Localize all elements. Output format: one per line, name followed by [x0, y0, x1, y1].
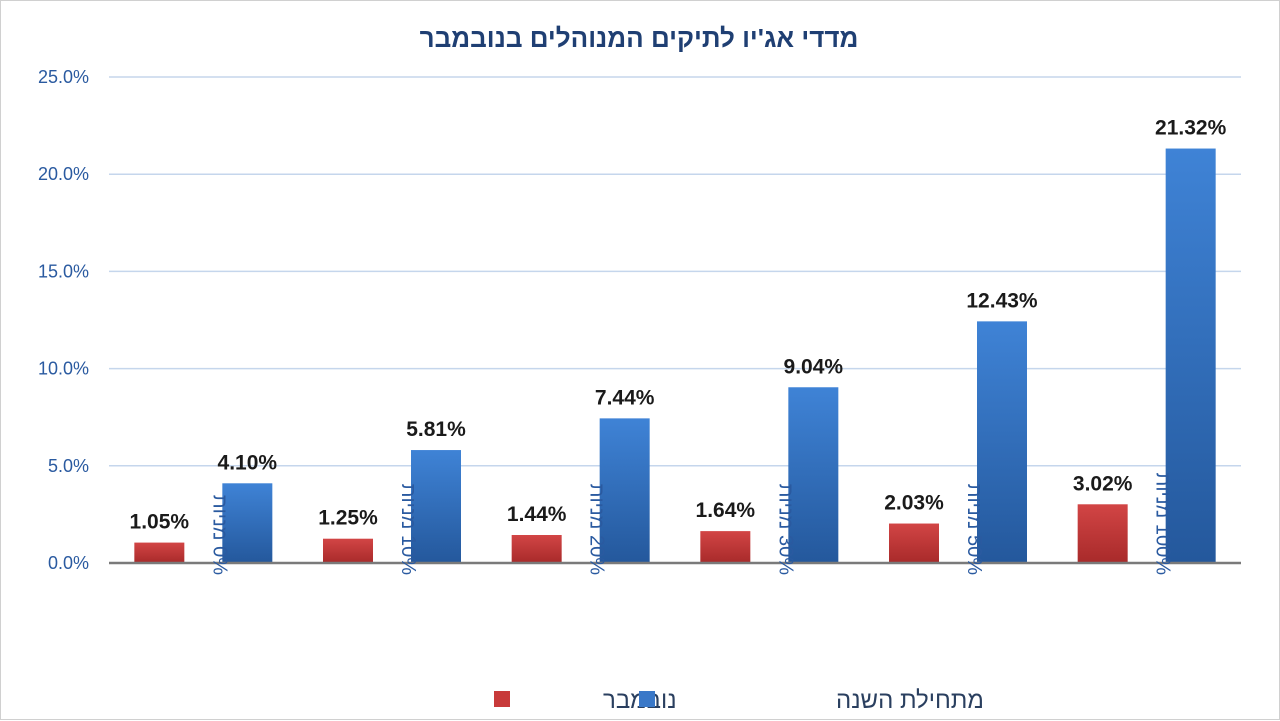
- y-tick-label: 15.0%: [38, 261, 89, 281]
- legend-swatch-november: [494, 691, 510, 707]
- x-tick-label: 0% מניות: [208, 495, 230, 575]
- data-label-november: 2.03%: [884, 492, 944, 515]
- gridlines: [109, 76, 1241, 467]
- data-label-november: 3.02%: [1073, 472, 1133, 495]
- bar-november: [134, 542, 185, 563]
- bar-ytd: [599, 418, 650, 563]
- legend-label-ytd: מתחילת השנה: [836, 687, 984, 714]
- x-tick-label: 100% מניות: [1152, 473, 1174, 576]
- x-axis: 0% מניות 10% מניות 20% מניות 30% מניות 50% מ…: [109, 473, 1241, 576]
- data-label-ytd: 9.04%: [784, 355, 844, 378]
- data-label-ytd: 21.32%: [1155, 117, 1227, 140]
- bar-november: [889, 523, 939, 563]
- data-label-november: 1.25%: [318, 507, 378, 530]
- y-tick-label: 20.0%: [38, 164, 89, 184]
- data-label-november: 1.44%: [507, 503, 567, 526]
- x-tick-label: 10% מניות: [397, 484, 419, 576]
- y-tick-label: 5.0%: [48, 456, 89, 476]
- chart-title: מדדי אג'יו לתיקים המנוהלים בנובמבר: [420, 23, 859, 53]
- bar-november: [511, 535, 562, 563]
- legend-swatch-ytd: [639, 691, 655, 707]
- bar-november: [1077, 504, 1128, 563]
- bar-ytd: [977, 321, 1027, 563]
- data-label-ytd: 12.43%: [966, 289, 1038, 312]
- x-tick-label: 50% מניות: [963, 484, 985, 576]
- x-tick-label: 20% מניות: [586, 484, 608, 576]
- y-axis: 0.0% 5.0% 10.0% 15.0% 20.0% 25.0%: [38, 67, 89, 573]
- bar-ytd: [411, 450, 461, 563]
- bar-ytd: [1165, 148, 1216, 564]
- bars: 1.05% 4.10% 1.25% 5.81% 1.44% 7.44% 1.64% 9.04%…: [130, 117, 1227, 564]
- y-tick-label: 10.0%: [38, 359, 89, 379]
- data-label-november: 1.64%: [696, 499, 756, 522]
- y-tick-label: 0.0%: [48, 553, 89, 573]
- data-label-ytd: 7.44%: [595, 386, 655, 409]
- legend: נובמבר מתחילת השנה: [494, 687, 984, 714]
- data-label-ytd: 5.81%: [406, 418, 466, 441]
- bar-november: [323, 538, 373, 563]
- data-label-november: 1.05%: [130, 511, 190, 534]
- bar-ytd: [788, 387, 839, 563]
- bar-november: [700, 531, 751, 563]
- y-tick-label: 25.0%: [38, 67, 89, 87]
- data-label-ytd: 4.10%: [218, 451, 278, 474]
- x-tick-label: 30% מניות: [774, 484, 796, 576]
- bar-ytd: [222, 483, 273, 563]
